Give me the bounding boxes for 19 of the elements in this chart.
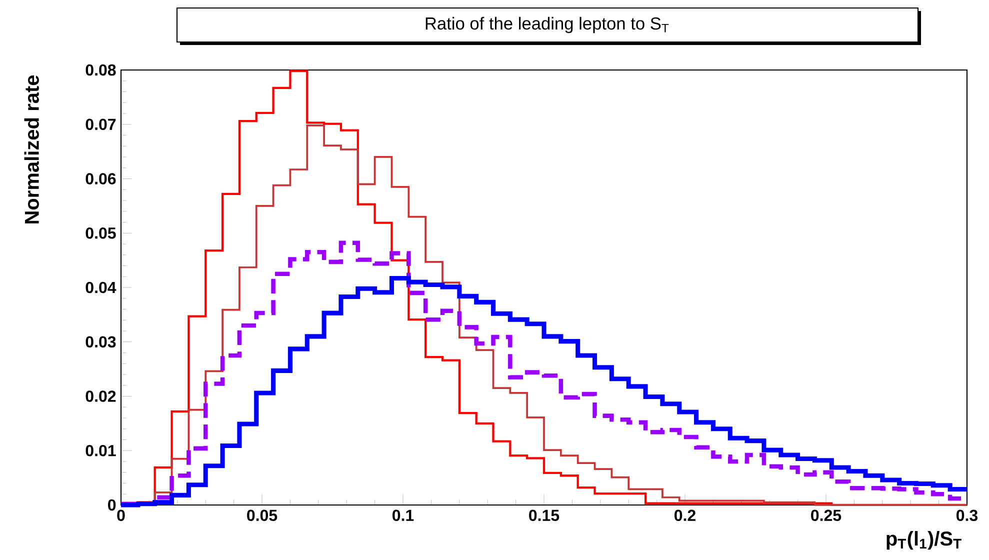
- chart-title: Ratio of the leading lepton to S$_{T}$: [426, 16, 669, 34]
- y-axis-title: Normalized rate: [24, 75, 39, 224]
- x-tick-label: 0.25: [811, 510, 842, 522]
- y-tick-label: 0.02: [86, 390, 116, 402]
- y-tick-label: 0.03: [86, 336, 116, 348]
- x-tick-label: 0.3: [956, 510, 978, 522]
- y-tick-label: 0.04: [86, 282, 116, 294]
- y-tick-label: 0.01: [86, 444, 116, 456]
- x-axis-title: p$_{T}$(l$_{1}$)/S$_{T}$: [886, 531, 962, 550]
- x-tick-label: 0.05: [247, 510, 278, 522]
- x-tick-label: 0.1: [392, 510, 414, 522]
- y-tick-label: 0: [108, 499, 116, 511]
- x-tick-label: 0.15: [529, 510, 560, 522]
- y-tick-label: 0.07: [86, 118, 116, 130]
- y-tick-label: 0.05: [86, 227, 116, 239]
- y-tick-label: 0.06: [86, 173, 116, 184]
- x-tick-label: 0: [117, 510, 125, 522]
- y-tick-label: 0.08: [86, 64, 116, 76]
- x-tick-label: 0.2: [674, 510, 696, 522]
